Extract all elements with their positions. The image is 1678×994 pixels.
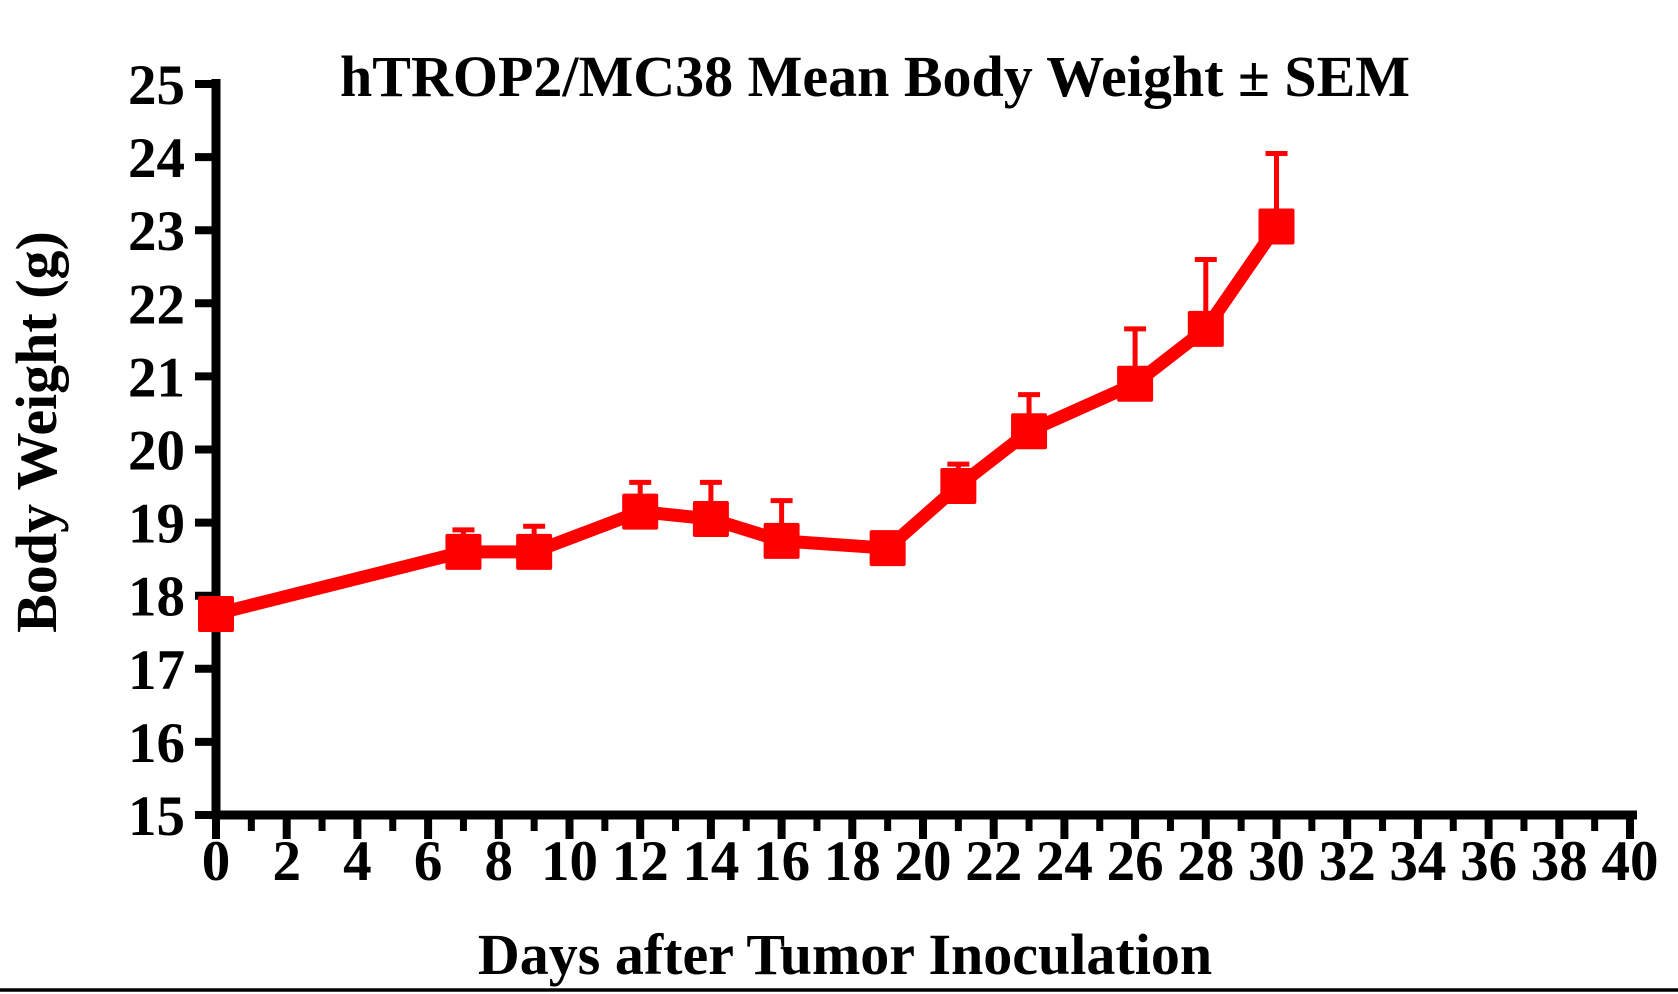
x-tick-label: 26 [1107,830,1164,893]
y-tick-label: 19 [128,493,185,556]
data-point-marker [692,500,729,537]
x-tick-label: 12 [612,830,669,893]
x-tick-label: 40 [1602,830,1659,893]
data-point-marker [516,533,553,570]
y-tick-label: 21 [128,346,185,409]
y-tick-label: 22 [128,273,185,336]
data-point-marker [622,493,659,530]
y-tick-label: 23 [128,200,185,263]
x-tick-label: 36 [1460,830,1517,893]
data-point-marker [763,522,800,559]
x-tick-label: 2 [272,830,301,893]
x-tick-label: 20 [895,830,952,893]
x-tick-label: 34 [1389,830,1446,893]
y-axis-title: Body Weight (g) [4,231,69,633]
y-tick-label: 15 [128,785,185,848]
data-point-marker [869,530,906,567]
x-tick-label: 0 [202,830,231,893]
data-point-marker [1011,413,1048,450]
y-tick-label: 25 [128,54,185,117]
data-series-layer [198,150,1295,632]
data-point-marker [1117,365,1154,402]
x-tick-label: 10 [541,830,598,893]
data-point-marker [940,468,977,505]
data-point-marker [1187,310,1224,347]
x-tick-label: 4 [343,830,372,893]
chart-title: hTROP2/MC38 Mean Body Weight ± SEM [340,44,1410,109]
y-tick-label: 24 [128,127,185,190]
series-line [214,222,1282,621]
x-tick-label: 38 [1531,830,1588,893]
x-tick-label: 16 [753,830,810,893]
x-tick-label: 18 [824,830,881,893]
x-tick-label: 6 [414,830,443,893]
data-point-marker [198,595,234,632]
y-tick-label: 16 [128,712,185,775]
x-tick-label: 22 [965,830,1022,893]
x-tick-label: 28 [1177,830,1234,893]
x-tick-label: 24 [1036,830,1093,893]
x-tick-label: 14 [682,830,739,893]
x-tick-label: 30 [1248,830,1305,893]
y-tick-label: 17 [128,639,185,702]
x-tick-label: 8 [485,830,514,893]
data-point-marker [1258,208,1295,245]
x-tick-label: 32 [1319,830,1376,893]
y-tick-label: 18 [128,566,185,629]
x-axis-title: Days after Tumor Inoculation [478,922,1212,987]
y-tick-label: 20 [128,420,185,483]
data-point-marker [445,533,482,570]
